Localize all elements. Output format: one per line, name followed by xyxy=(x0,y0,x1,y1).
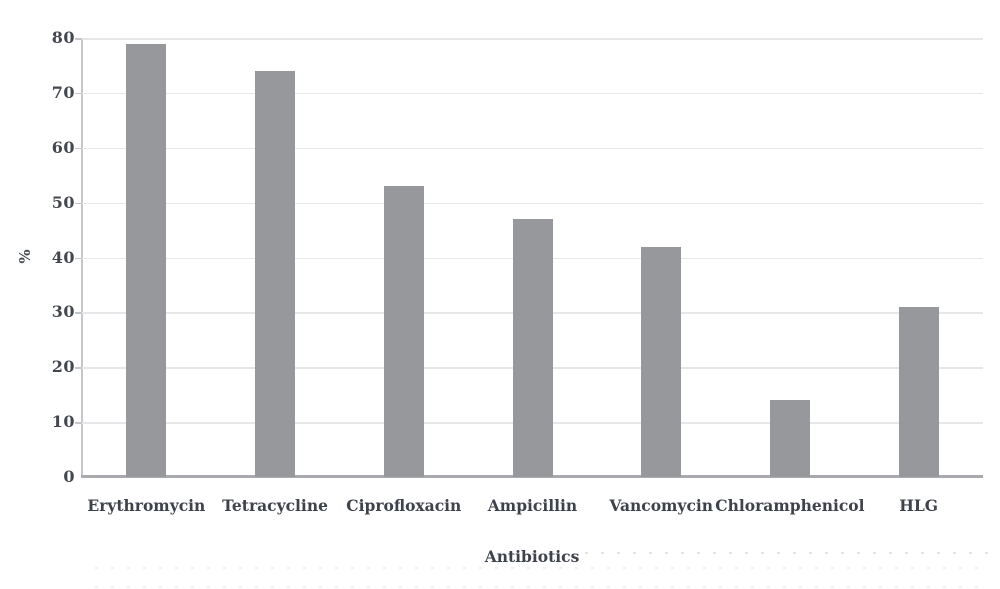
x-category-label-ciprofloxacin: Ciprofloxacin xyxy=(346,496,462,515)
y-tick-label-50: 50 xyxy=(51,192,75,212)
y-tick-label-10: 10 xyxy=(51,412,75,432)
y-tick-mark-70 xyxy=(75,92,82,95)
bar-tetracycline xyxy=(255,70,296,477)
dotted-texture xyxy=(95,586,990,588)
y-tick-mark-50 xyxy=(75,202,82,205)
bar-hlg xyxy=(898,306,939,477)
bar-vancomycin xyxy=(641,246,682,477)
x-category-label-tetracycline: Tetracycline xyxy=(222,496,328,515)
y-tick-label-60: 60 xyxy=(51,137,75,157)
dotted-texture xyxy=(95,567,990,569)
y-tick-mark-20 xyxy=(75,367,82,369)
gridline-70 xyxy=(82,92,983,95)
y-tick-label-70: 70 xyxy=(51,82,75,102)
y-tick-label-40: 40 xyxy=(51,247,75,267)
gridline-80 xyxy=(82,38,983,40)
bar-ampicillin xyxy=(512,219,553,477)
y-tick-mark-80 xyxy=(75,38,82,40)
y-tick-label-80: 80 xyxy=(51,28,75,47)
y-tick-label-20: 20 xyxy=(51,357,75,377)
gridline-60 xyxy=(82,147,983,150)
y-tick-mark-10 xyxy=(75,422,82,424)
x-category-label-chloramphenicol: Chloramphenicol xyxy=(715,496,865,515)
x-category-label-hlg: HLG xyxy=(899,496,939,515)
y-tick-mark-40 xyxy=(75,257,82,259)
x-axis-title: Antibiotics xyxy=(484,547,580,566)
dotted-texture xyxy=(585,552,996,554)
x-category-label-ampicillin: Ampicillin xyxy=(487,496,578,515)
bar-ciprofloxacin xyxy=(383,186,424,477)
bar-chloramphenicol xyxy=(769,400,810,477)
y-tick-label-30: 30 xyxy=(51,302,75,322)
y-tick-mark-60 xyxy=(75,147,82,150)
plot-area xyxy=(75,38,983,478)
bar-erythromycin xyxy=(126,43,167,477)
gridline-50 xyxy=(82,202,983,205)
y-tick-label-0: 0 xyxy=(63,467,75,486)
x-category-label-vancomycin: Vancomycin xyxy=(609,496,714,515)
x-category-label-erythromycin: Erythromycin xyxy=(87,496,206,515)
y-tick-mark-30 xyxy=(75,312,82,314)
y-axis-title: % xyxy=(16,249,34,264)
